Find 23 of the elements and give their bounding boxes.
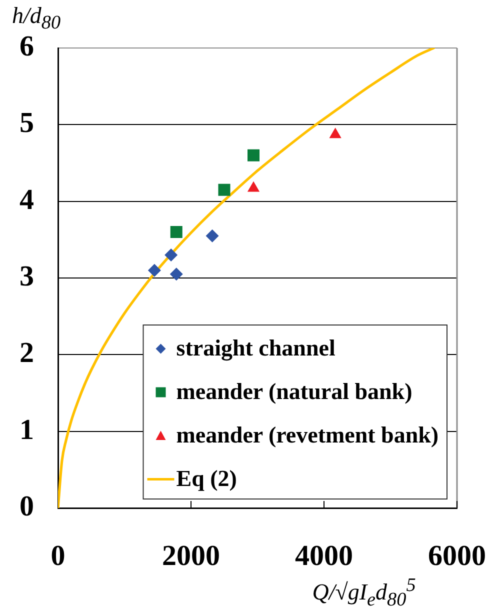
- x-tick-label: 4000: [295, 540, 353, 572]
- y-tick-label: 1: [20, 414, 34, 446]
- y-tick-label: 4: [20, 184, 34, 216]
- point: [248, 149, 260, 162]
- point: [206, 229, 219, 242]
- y-tick-label: 0: [20, 490, 34, 522]
- x-tick-label: 0: [50, 540, 66, 572]
- legend-label: Eq (2): [176, 466, 237, 492]
- point: [247, 181, 260, 192]
- y-tick-label: 3: [20, 260, 34, 292]
- point: [170, 268, 183, 281]
- legend-label: straight channel: [176, 336, 336, 362]
- legend-label: meander (natural bank): [176, 379, 412, 404]
- x-tick-label: 2000: [162, 540, 220, 572]
- y-tick-label: 2: [20, 337, 34, 370]
- point: [218, 184, 230, 196]
- y-tick-label: 5: [20, 107, 34, 140]
- point: [329, 128, 342, 138]
- point: [164, 248, 178, 262]
- point: [170, 226, 182, 238]
- point: [148, 264, 161, 277]
- x-tick-label: 6000: [428, 540, 486, 572]
- legend-label: meander (revetment bank): [176, 422, 439, 448]
